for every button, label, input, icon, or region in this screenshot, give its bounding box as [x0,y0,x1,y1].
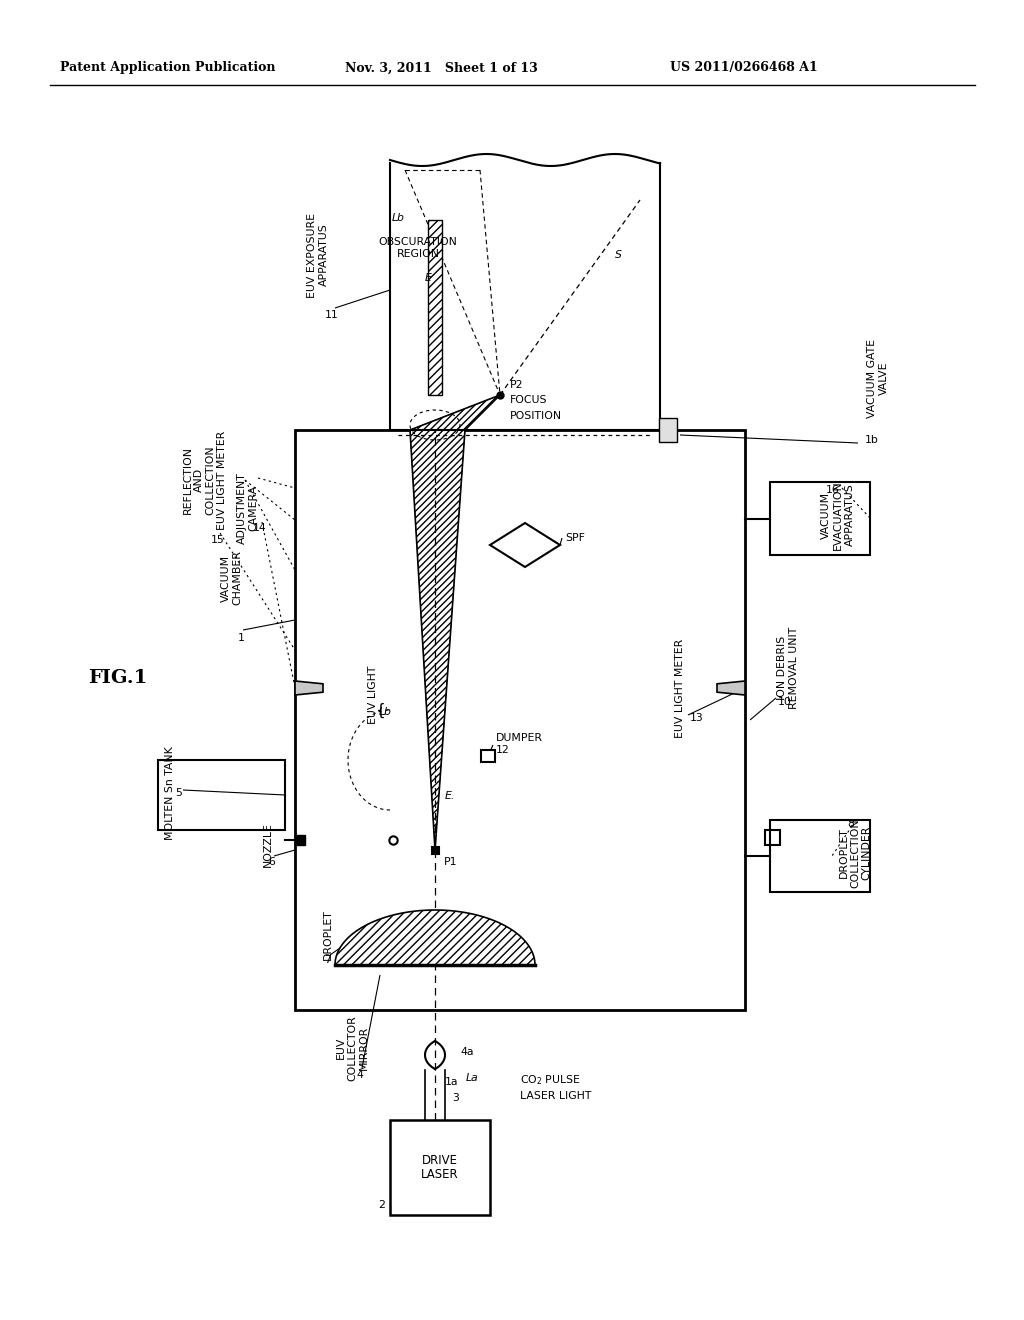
Bar [295,836,305,845]
Text: 5: 5 [175,788,182,799]
Polygon shape [335,909,535,965]
Text: 7: 7 [325,954,332,965]
Text: EUV
COLLECTOR
MIRROR: EUV COLLECTOR MIRROR [336,1015,369,1081]
Text: P2: P2 [510,380,523,389]
Text: Nov. 3, 2011   Sheet 1 of 13: Nov. 3, 2011 Sheet 1 of 13 [345,62,538,74]
Text: FOCUS: FOCUS [510,395,548,405]
Text: 1a: 1a [445,1077,459,1086]
Text: MOLTEN Sn TANK: MOLTEN Sn TANK [165,746,175,840]
Polygon shape [481,750,495,762]
Polygon shape [717,681,745,696]
Bar [770,820,870,892]
Polygon shape [410,395,500,430]
Text: OBSCURATION
REGION: OBSCURATION REGION [379,238,458,259]
Text: EUV LIGHT: EUV LIGHT [368,665,378,725]
Text: VACUUM
CHAMBER: VACUUM CHAMBER [221,550,243,606]
Polygon shape [295,681,323,696]
Text: 6: 6 [268,857,275,867]
Text: {: { [375,702,385,718]
Polygon shape [410,430,465,850]
Text: LASER LIGHT: LASER LIGHT [520,1092,592,1101]
Text: ADJUSTMENT
CAMERA: ADJUSTMENT CAMERA [238,473,259,544]
Text: EUV LIGHT METER: EUV LIGHT METER [675,639,685,738]
Text: 13: 13 [690,713,703,723]
Polygon shape [428,220,442,395]
Text: NOZZLE: NOZZLE [263,822,273,867]
Text: DUMPER: DUMPER [496,733,543,743]
Text: CO$_2$ PULSE: CO$_2$ PULSE [520,1073,581,1086]
Text: REFLECTION
AND
COLLECTION
EUV LIGHT METER: REFLECTION AND COLLECTION EUV LIGHT METE… [182,430,227,529]
Text: 1: 1 [238,634,245,643]
Text: DROPLET: DROPLET [323,909,333,961]
Text: 4: 4 [356,1071,364,1080]
Text: DRIVE
LASER: DRIVE LASER [421,1154,459,1181]
Text: POSITION: POSITION [510,411,562,421]
Text: 12: 12 [496,744,510,755]
Text: DROPLET
COLLECTION
CYLINDER: DROPLET COLLECTION CYLINDER [839,818,871,888]
Text: E: E [425,273,431,282]
Polygon shape [490,523,560,568]
Text: 8: 8 [847,818,854,829]
Text: S: S [615,249,622,260]
Text: US 2011/0266468 A1: US 2011/0266468 A1 [670,62,818,74]
Text: 1b: 1b [865,436,879,445]
Text: La: La [465,1073,478,1082]
Text: Lb: Lb [391,213,404,223]
Bar [659,418,677,442]
Text: 16: 16 [826,484,840,495]
Text: 15: 15 [211,535,225,545]
Text: SPF: SPF [565,533,585,543]
Text: VACUUM GATE
VALVE: VACUUM GATE VALVE [867,338,889,417]
Text: 2: 2 [379,1200,385,1210]
Bar [431,846,438,854]
Text: E.: E. [445,791,456,801]
Text: ION DEBRIS
REMOVAL UNIT: ION DEBRIS REMOVAL UNIT [777,627,799,709]
Text: EUV EXPOSURE
APPARATUS: EUV EXPOSURE APPARATUS [307,213,329,297]
Bar [770,482,870,554]
Bar [390,1119,490,1214]
Text: Patent Application Publication: Patent Application Publication [60,62,275,74]
Text: 4a: 4a [460,1047,473,1057]
Text: 10: 10 [778,697,792,708]
Text: FIG.1: FIG.1 [88,669,147,686]
Text: 11: 11 [326,310,339,319]
Text: 14: 14 [253,523,267,533]
Text: VACUUM
EVACUATION
APPARATUS: VACUUM EVACUATION APPARATUS [821,480,855,550]
Text: P1: P1 [444,857,458,867]
Text: 3: 3 [452,1093,459,1104]
Bar [765,830,780,845]
Bar [158,760,285,830]
Bar [295,430,745,1010]
Text: Lb: Lb [379,708,391,717]
